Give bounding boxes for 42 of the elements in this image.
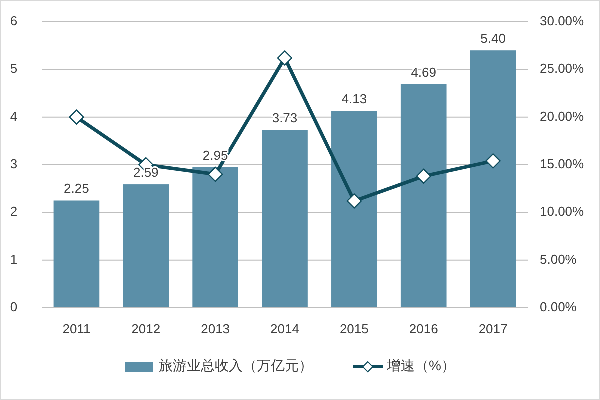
y2-tick-label: 20.00% [540,108,585,124]
y2-tick-label: 0.00% [540,299,578,314]
y-tick-label: 6 [10,13,18,28]
bar [400,84,447,308]
y2-tick-label: 30.00% [540,13,585,28]
data-label: 2.25 [64,181,90,196]
bar [123,184,170,308]
x-tick-label: 2011 [62,321,91,336]
point [416,168,432,184]
bar [192,167,238,308]
y-tick-label: 1 [10,252,18,267]
y2-tick-label: 10.00% [540,204,585,220]
data-label: 4.13 [342,92,368,107]
y-tick-label: 3 [10,156,18,172]
point [277,50,293,66]
y-tick-label: 0 [10,299,18,314]
y-tick-label: 2 [10,204,18,220]
y-tick-label: 4 [10,108,18,124]
x-tick-label: 2017 [478,321,508,336]
data-label: 5.40 [480,31,506,46]
point [346,194,362,209]
x-tick-label: 2015 [340,321,369,336]
x-tick-label: 2013 [201,321,230,336]
bar [54,200,100,308]
bar [470,50,516,308]
y-tick-label: 5 [10,61,18,76]
x-tick-label: 2014 [270,321,300,336]
data-label: 4.69 [411,64,437,80]
point [69,110,84,125]
x-tick-label: 2012 [132,321,161,336]
y2-tick-label: 15.00% [540,156,585,172]
point [208,166,224,182]
legend-label: 增速（%） [386,358,456,374]
data-label: 2.59 [133,164,159,180]
point [486,154,501,169]
y2-tick-label: 5.00% [540,252,578,267]
bar [332,111,378,308]
x-tick-label: 2016 [409,321,438,336]
bar [262,130,308,308]
y2-tick-label: 25.00% [540,61,585,76]
data-label: 3.73 [272,110,298,126]
legend-label: 旅游业总收入（万亿元） [159,358,313,374]
